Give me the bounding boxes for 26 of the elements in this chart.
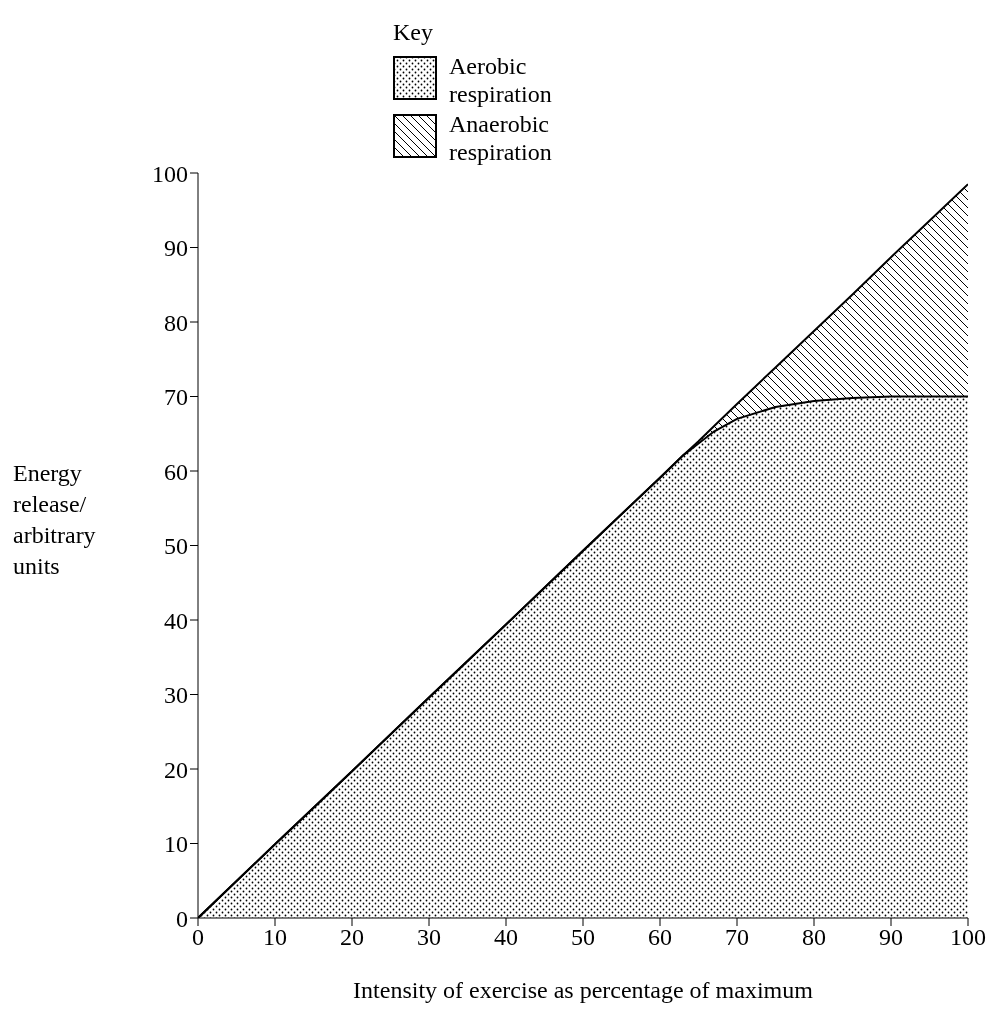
x-tick-label: 50 [571,924,595,951]
y-tick-label: 70 [164,384,188,411]
y-tick-label: 40 [164,607,188,634]
y-tick-label: 30 [164,682,188,709]
y-tick-label: 60 [164,458,188,485]
y-tick-label: 0 [176,905,188,932]
legend-title: Key [393,18,434,46]
legend-label: Aerobic respiration [449,52,553,108]
legend-label: Anaerobic respiration [449,110,553,166]
x-tick-label: 70 [725,924,749,951]
x-tick-label: 90 [879,924,903,951]
x-tick-label: 40 [494,924,518,951]
x-axis-title: Intensity of exercise as percentage of maximum [353,977,814,1003]
y-tick-label: 50 [164,533,188,560]
y-axis-title: Energy release/ arbitrary units [13,459,97,581]
y-tick-label: 10 [164,831,188,858]
y-tick-label: 90 [164,235,188,262]
x-tick-label: 60 [648,924,672,951]
x-tick-label: 30 [417,924,441,951]
y-tick-label: 100 [152,160,188,187]
x-tick-label: 100 [950,924,986,951]
y-tick-label: 80 [164,309,188,336]
x-tick-label: 80 [802,924,826,951]
y-tick-label: 20 [164,756,188,783]
x-tick-label: 10 [263,924,287,951]
x-tick-label: 20 [340,924,364,951]
